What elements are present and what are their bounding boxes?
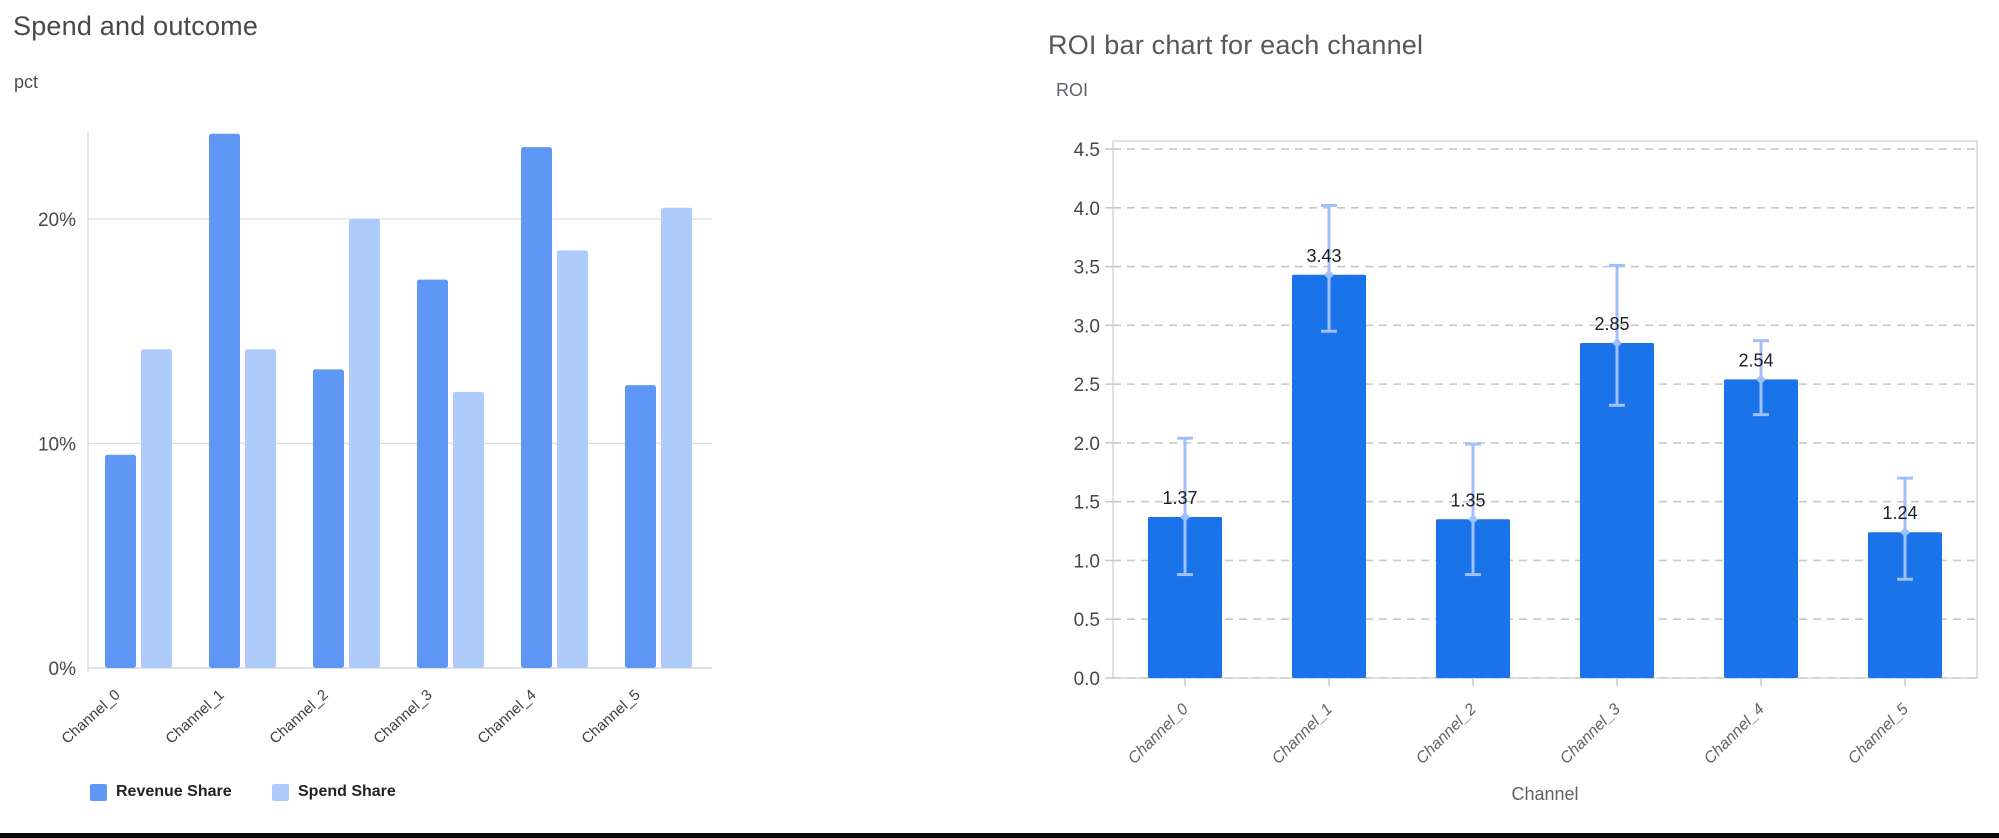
legend-item-spend-share: Spend Share	[272, 781, 396, 803]
roi-x-tick-label: Channel_0	[1125, 701, 1192, 768]
spend-outcome-legend: Revenue Share Spend Share	[0, 781, 760, 803]
roi-y-tick-label: 1.5	[1074, 493, 1100, 514]
roi-error-marker	[1468, 514, 1478, 525]
spend-share-swatch-icon	[272, 783, 289, 801]
roi-bar-channel_0[interactable]	[1148, 516, 1222, 678]
left-x-tick-label: Channel_0	[58, 686, 123, 747]
left-x-tick-label: Channel_4	[474, 686, 539, 747]
roi-bar-channel_4[interactable]	[1724, 379, 1798, 678]
roi-y-tick-label: 0.0	[1074, 669, 1100, 690]
roi-y-tick-label: 0.5	[1074, 610, 1100, 631]
roi-plot: 0.0 0.5 1.0 1.5 2.0 2.5 3.0 3.5 4.0 4.5 1.37 Channe…	[1074, 140, 1978, 768]
roi-y-tick-label: 4.0	[1074, 199, 1100, 220]
roi-bar-channel_5[interactable]	[1868, 532, 1942, 678]
bar-revenue-share-channel_0[interactable]	[105, 454, 136, 668]
roi-bar-channel_3[interactable]	[1580, 342, 1654, 678]
roi-value-label: 3.43	[1306, 246, 1341, 266]
roi-error-marker	[1324, 269, 1334, 280]
legend-label-revenue-share: Revenue Share	[116, 783, 232, 800]
bar-spend-share-channel_3[interactable]	[453, 391, 484, 668]
spend-outcome-title: Spend and outcome	[13, 11, 259, 41]
roi-x-axis-label: Channel	[1511, 784, 1579, 804]
roi-x-tick-label: Channel_5	[1845, 701, 1912, 768]
bar-revenue-share-channel_5[interactable]	[625, 385, 656, 668]
roi-value-label: 1.37	[1162, 488, 1197, 508]
roi-error-marker	[1612, 338, 1622, 348]
left-x-tick-label: Channel_1	[162, 686, 227, 747]
roi-y-tick-label: 2.0	[1074, 434, 1100, 455]
left-x-tick-label: Channel_2	[266, 686, 331, 747]
spend-outcome-y-unit-label: pct	[14, 72, 39, 92]
bar-spend-share-channel_1[interactable]	[245, 349, 276, 668]
bar-revenue-share-channel_3[interactable]	[417, 279, 448, 668]
roi-bar-channel_1[interactable]	[1292, 274, 1366, 678]
bar-revenue-share-channel_4[interactable]	[521, 147, 552, 668]
roi-value-label: 1.24	[1882, 503, 1917, 523]
bar-spend-share-channel_2[interactable]	[349, 219, 380, 668]
roi-x-tick-label: Channel_3	[1557, 701, 1624, 768]
roi-value-label: 2.54	[1738, 350, 1773, 370]
roi-error-marker	[1180, 512, 1190, 522]
left-y-tick-label: 20%	[38, 210, 76, 231]
left-x-tick-label: Channel_5	[578, 686, 643, 747]
revenue-share-swatch-icon	[90, 783, 107, 801]
roi-x-tick-label: Channel_2	[1413, 701, 1480, 768]
bar-spend-share-channel_0[interactable]	[141, 349, 172, 668]
left-y-tick-label: 0%	[49, 659, 77, 680]
roi-y-axis-label: ROI	[1056, 80, 1089, 100]
roi-value-label: 1.35	[1450, 490, 1485, 510]
roi-x-tick-label: Channel_4	[1701, 701, 1768, 768]
spend-outcome-plot: 0% 10% 20% Channel_0 Channel_1 Channel_2 Chann…	[38, 132, 712, 748]
bar-revenue-share-channel_2[interactable]	[313, 369, 344, 668]
roi-y-tick-label: 3.5	[1074, 258, 1100, 279]
roi-y-tick-label: 3.0	[1074, 316, 1100, 337]
roi-chart-title: ROI bar chart for each channel	[1048, 30, 1424, 60]
left-x-tick-label: Channel_3	[370, 686, 435, 747]
roi-y-tick-label: 4.5	[1074, 140, 1100, 161]
legend-item-revenue-share: Revenue Share	[90, 781, 232, 803]
roi-error-marker	[1900, 527, 1910, 538]
bar-spend-share-channel_4[interactable]	[557, 250, 588, 668]
roi-value-label: 2.85	[1594, 314, 1629, 334]
roi-bar-channel_2[interactable]	[1436, 519, 1510, 678]
bar-revenue-share-channel_1[interactable]	[209, 133, 240, 668]
bar-spend-share-channel_5[interactable]	[661, 207, 692, 668]
legend-label-spend-share: Spend Share	[298, 783, 396, 800]
roi-y-tick-label: 1.0	[1074, 551, 1100, 572]
roi-x-tick-label: Channel_1	[1269, 701, 1336, 768]
roi-plot-frame	[1112, 140, 1978, 679]
roi-y-tick-label: 2.5	[1074, 375, 1100, 396]
bottom-divider	[0, 833, 1999, 838]
roi-error-marker	[1756, 374, 1766, 385]
left-y-tick-label: 10%	[38, 435, 76, 456]
